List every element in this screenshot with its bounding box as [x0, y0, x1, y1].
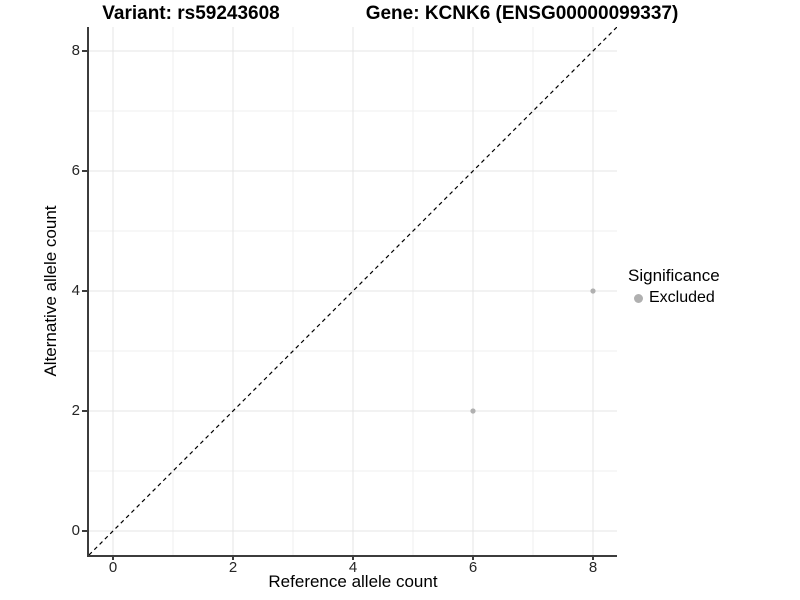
y-axis-tick-mark	[82, 170, 87, 172]
legend-item-excluded: Excluded	[628, 289, 720, 307]
data-point	[590, 288, 596, 294]
plot-title-gene: Gene: KCNK6 (ENSG00000099337)	[365, 3, 679, 24]
x-axis-title: Reference allele count	[268, 572, 438, 591]
x-axis-tick-label: 4	[348, 559, 358, 576]
x-axis-tick-label: 2	[228, 559, 238, 576]
y-axis-tick-label: 8	[71, 42, 80, 59]
x-axis-tick-label: 6	[468, 559, 478, 576]
x-axis-tick-label: 8	[588, 559, 598, 576]
plot-area-svg	[89, 27, 617, 555]
x-axis-tick-mark	[472, 555, 474, 560]
legend-item-label: Excluded	[649, 289, 715, 306]
plot-panel	[87, 27, 617, 557]
data-point	[470, 408, 476, 414]
y-axis-tick-label: 0	[71, 522, 80, 539]
x-axis-tick-mark	[352, 555, 354, 560]
x-axis-tick-mark	[232, 555, 234, 560]
legend-title: Significance	[628, 266, 720, 285]
legend-key-dot-excluded	[634, 293, 643, 303]
y-axis-tick-label: 6	[71, 162, 80, 179]
y-axis-tick-mark	[82, 290, 87, 292]
x-axis-tick-mark	[112, 555, 114, 560]
x-axis-tick-mark	[592, 555, 594, 560]
x-axis-tick-label: 0	[108, 559, 118, 576]
y-axis-tick-mark	[82, 530, 87, 532]
y-axis-tick-mark	[82, 410, 87, 412]
y-axis-tick-label: 4	[71, 282, 80, 299]
plot-title-variant: Variant: rs59243608	[102, 3, 280, 24]
y-axis-tick-mark	[82, 50, 87, 52]
legend: Significance Excluded	[628, 266, 720, 307]
y-axis-tick-label: 2	[71, 402, 80, 419]
